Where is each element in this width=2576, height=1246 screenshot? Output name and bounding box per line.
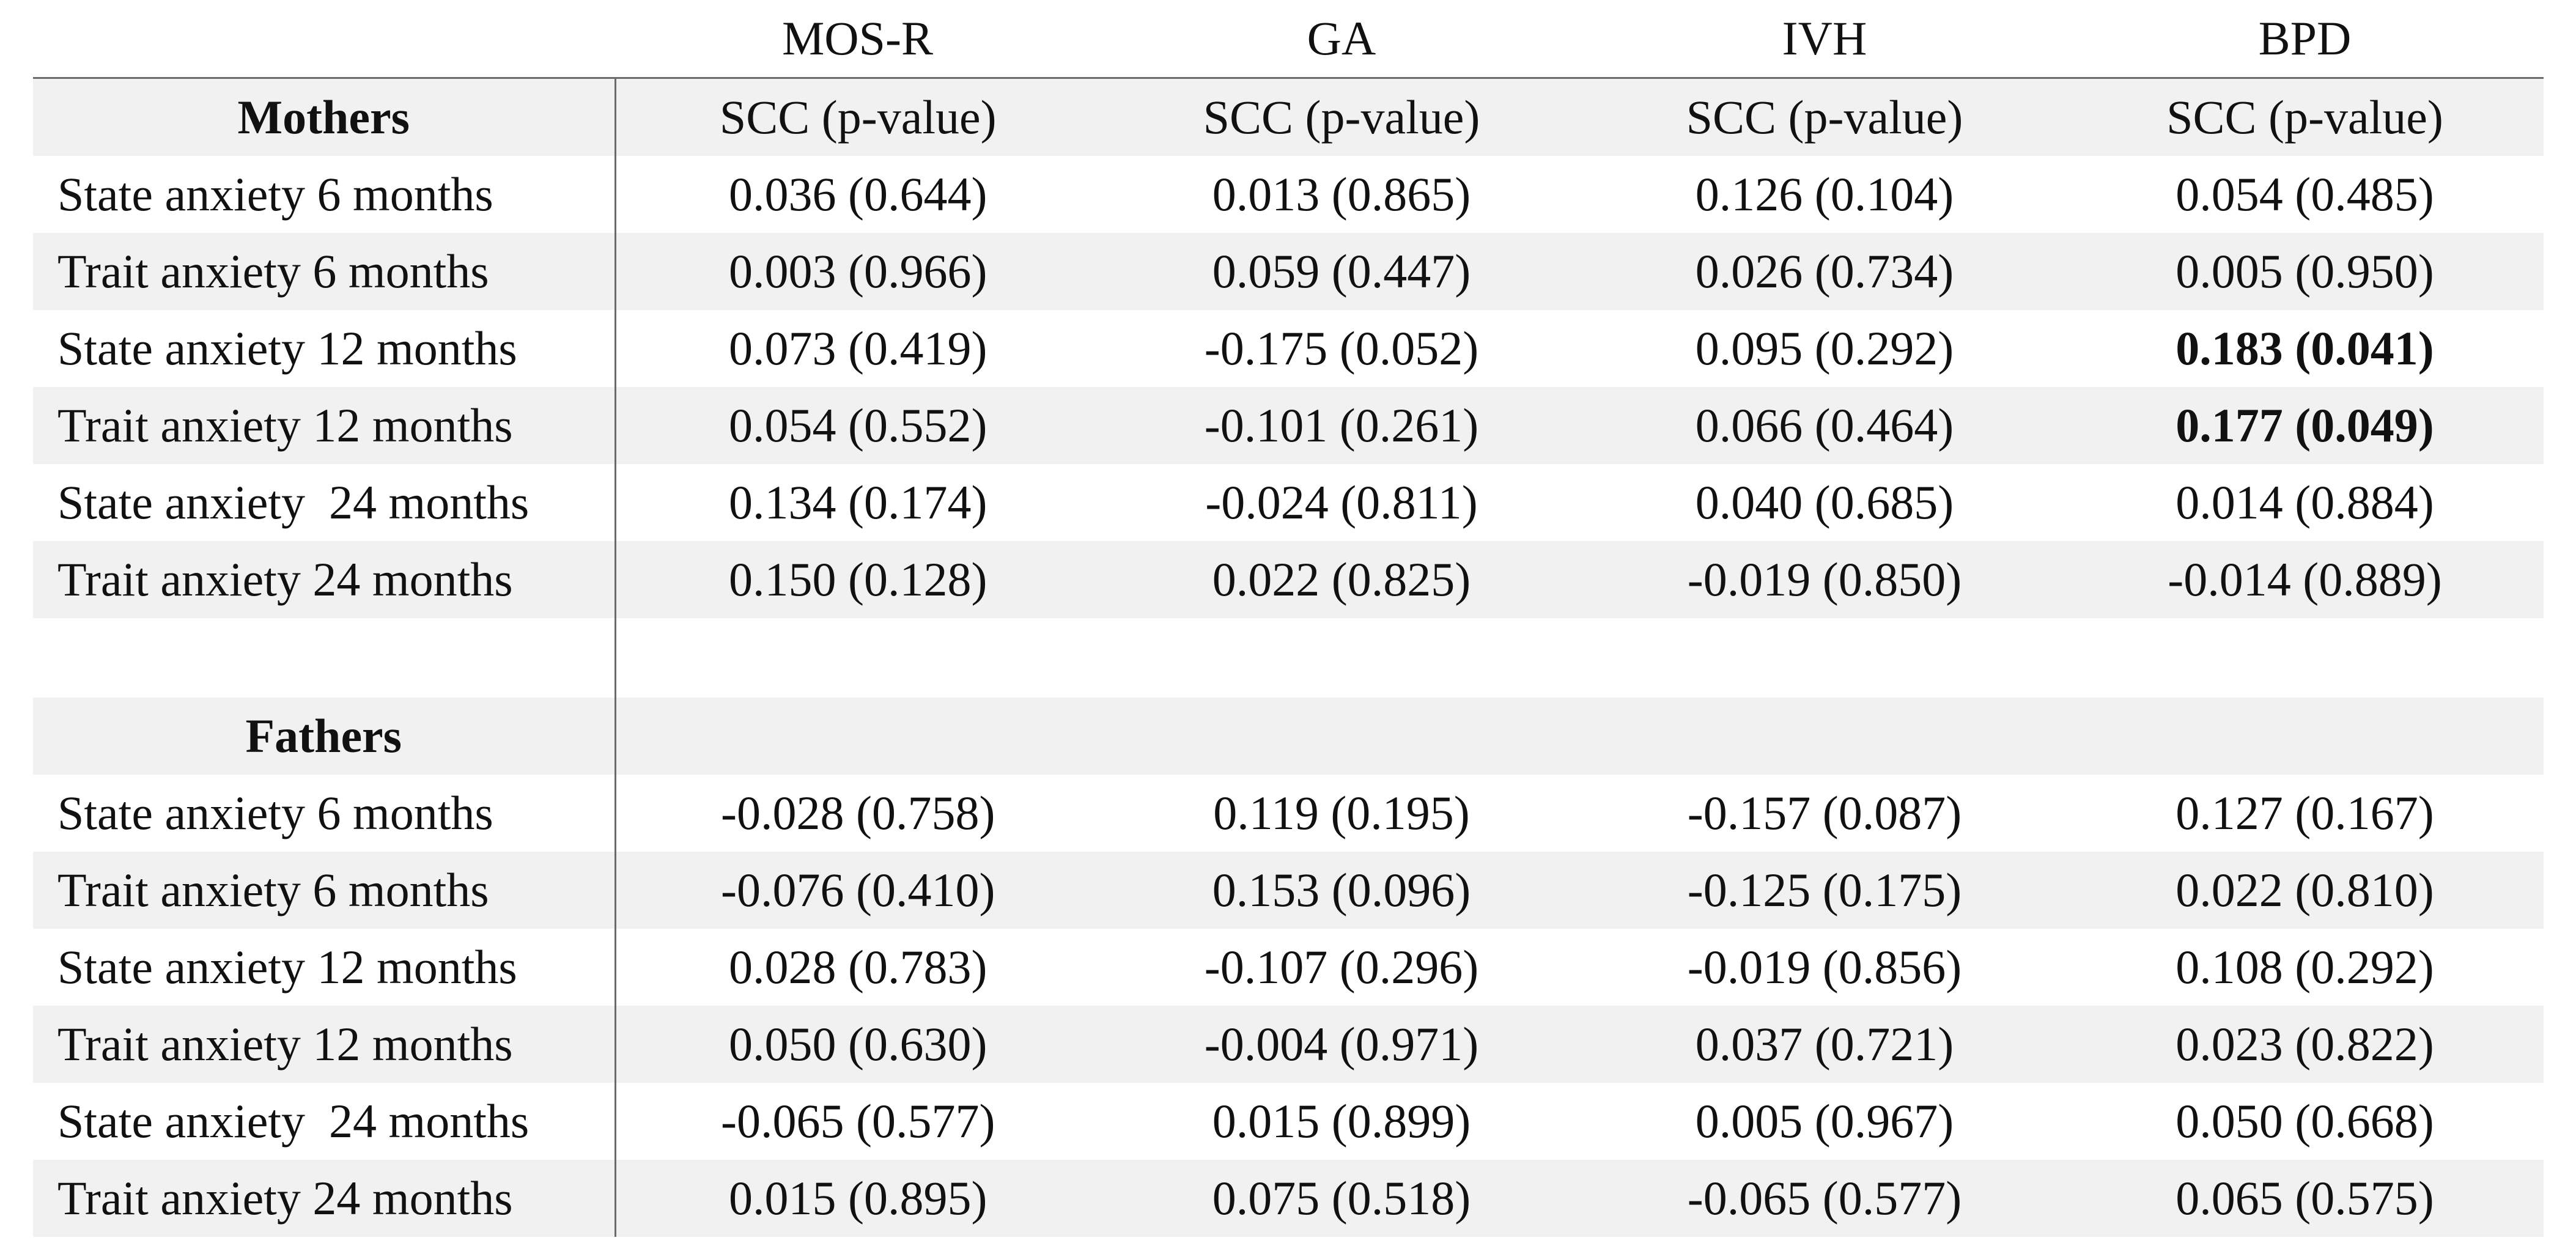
value-cell-bpd: 0.050 (0.668)	[2176, 1094, 2434, 1148]
value-cell-ga: -0.004 (0.971)	[1100, 1006, 1583, 1083]
value-cell-ga: -0.107 (0.296)	[1204, 940, 1479, 993]
value-cell-bpd: 0.014 (0.884)	[2176, 476, 2434, 529]
value-cell-bpd: 0.005 (0.950)	[2066, 233, 2544, 310]
group-label-fathers: Fathers	[33, 698, 616, 775]
row-label: State anxiety 24 months	[33, 1083, 616, 1160]
row-label: State anxiety 24 months	[33, 464, 616, 541]
table-row: State anxiety 12 months 0.028 (0.783) -0.1…	[33, 929, 2544, 1006]
column-header-ivh: IVH	[1583, 0, 2066, 79]
subheader-ivh: SCC (p-value)	[1583, 78, 2066, 156]
value-cell-ivh: 0.126 (0.104)	[1695, 168, 1954, 221]
value-cell-ga: -0.175 (0.052)	[1204, 322, 1479, 375]
value-cell-ivh: 0.095 (0.292)	[1695, 322, 1954, 375]
row-label: State anxiety 6 months	[33, 156, 616, 233]
row-label: State anxiety 12 months	[33, 310, 616, 387]
value-cell-ivh: -0.019 (0.850)	[1583, 541, 2066, 618]
correlation-table: MOS-R GA IVH BPD Mothers SCC (p-value) SCC…	[33, 0, 2544, 1237]
table-row: State anxiety 6 months 0.036 (0.644) 0.013…	[33, 156, 2544, 233]
group-label-mothers: Mothers	[33, 78, 616, 156]
value-cell-ga: 0.119 (0.195)	[1213, 786, 1470, 839]
value-cell-ga: 0.013 (0.865)	[1212, 168, 1471, 221]
row-label: Trait anxiety 12 months	[33, 387, 616, 464]
group-spacer-row	[33, 618, 2544, 698]
value-cell-ga: 0.022 (0.825)	[1100, 541, 1583, 618]
empty-cell	[615, 698, 1100, 775]
table-row: State anxiety 12 months 0.073 (0.419) -0.1…	[33, 310, 2544, 387]
value-cell-mos-r: 0.028 (0.783)	[729, 940, 987, 993]
row-label: State anxiety 12 months	[33, 929, 616, 1006]
value-cell-ivh: 0.040 (0.685)	[1695, 476, 1954, 529]
value-cell-ivh: -0.019 (0.856)	[1687, 940, 1962, 993]
subheader-ga: SCC (p-value)	[1100, 78, 1583, 156]
column-header-mos-r: MOS-R	[615, 0, 1100, 79]
table-row: Trait anxiety 12 months 0.050 (0.630) -0.0…	[33, 1006, 2544, 1083]
corner-cell	[33, 0, 615, 79]
value-cell-mos-r: 0.150 (0.128)	[615, 541, 1100, 618]
value-cell-mos-r: -0.076 (0.410)	[615, 852, 1100, 929]
subheader-mos-r: SCC (p-value)	[615, 78, 1100, 156]
value-cell-mos-r: 0.015 (0.895)	[615, 1160, 1100, 1237]
value-cell-bpd: -0.014 (0.889)	[2066, 541, 2544, 618]
spacer-cell	[33, 618, 616, 698]
value-cell-ivh: 0.037 (0.721)	[1583, 1006, 2066, 1083]
value-cell-bpd: 0.023 (0.822)	[2066, 1006, 2544, 1083]
spacer-cell	[615, 618, 1100, 698]
row-label: State anxiety 6 months	[33, 775, 616, 852]
value-cell-ga: -0.024 (0.811)	[1205, 476, 1478, 529]
value-cell-ivh: -0.157 (0.087)	[1687, 786, 1962, 839]
row-label: Trait anxiety 24 months	[33, 1160, 616, 1237]
value-cell-bpd: 0.127 (0.167)	[2176, 786, 2434, 839]
value-cell-ga: 0.153 (0.096)	[1100, 852, 1583, 929]
value-cell-mos-r: 0.050 (0.630)	[615, 1006, 1100, 1083]
table-row: State anxiety 24 months -0.065 (0.577) 0.0…	[33, 1083, 2544, 1160]
value-cell-ga: 0.059 (0.447)	[1100, 233, 1583, 310]
value-cell-ivh: -0.065 (0.577)	[1583, 1160, 2066, 1237]
empty-cell	[1583, 698, 2066, 775]
spacer-cell	[1100, 618, 1583, 698]
column-header-ga: GA	[1100, 0, 1583, 79]
spacer-cell	[1583, 618, 2066, 698]
table-row: Trait anxiety 24 months 0.015 (0.895) 0.07…	[33, 1160, 2544, 1237]
table-row: State anxiety 6 months -0.028 (0.758) 0.11…	[33, 775, 2544, 852]
table-body: MOS-R GA IVH BPD Mothers SCC (p-value) SCC…	[33, 0, 2544, 1237]
value-cell-ivh: 0.026 (0.734)	[1583, 233, 2066, 310]
table-row: Trait anxiety 12 months 0.054 (0.552) -0.1…	[33, 387, 2544, 464]
table-row: Trait anxiety 6 months -0.076 (0.410) 0.15…	[33, 852, 2544, 929]
value-cell-bpd: 0.022 (0.810)	[2066, 852, 2544, 929]
value-cell-bpd: 0.065 (0.575)	[2066, 1160, 2544, 1237]
group-header-row-fathers: Fathers	[33, 698, 2544, 775]
value-cell-mos-r: 0.134 (0.174)	[729, 476, 987, 529]
table-row: State anxiety 24 months 0.134 (0.174) -0.0…	[33, 464, 2544, 541]
value-cell-mos-r: 0.073 (0.419)	[729, 322, 987, 375]
value-cell-ivh: -0.125 (0.175)	[1583, 852, 2066, 929]
value-cell-mos-r: -0.028 (0.758)	[721, 786, 995, 839]
value-cell-mos-r: -0.065 (0.577)	[721, 1094, 995, 1148]
group-header-row-mothers: Mothers SCC (p-value) SCC (p-value) SCC (p-…	[33, 78, 2544, 156]
value-cell-bpd: 0.177 (0.049)	[2066, 387, 2544, 464]
column-header-row: MOS-R GA IVH BPD	[33, 0, 2544, 79]
value-cell-ga: 0.075 (0.518)	[1100, 1160, 1583, 1237]
subheader-bpd: SCC (p-value)	[2066, 78, 2544, 156]
empty-cell	[2066, 698, 2544, 775]
value-cell-ivh: 0.066 (0.464)	[1583, 387, 2066, 464]
value-cell-bpd: 0.183 (0.041)	[2176, 322, 2434, 375]
value-cell-ga: -0.101 (0.261)	[1100, 387, 1583, 464]
value-cell-mos-r: 0.054 (0.552)	[615, 387, 1100, 464]
empty-cell	[1100, 698, 1583, 775]
column-header-bpd: BPD	[2066, 0, 2544, 79]
value-cell-bpd: 0.054 (0.485)	[2176, 168, 2434, 221]
table-row: Trait anxiety 6 months 0.003 (0.966) 0.059…	[33, 233, 2544, 310]
spacer-cell	[2066, 618, 2544, 698]
row-label: Trait anxiety 6 months	[33, 233, 616, 310]
value-cell-mos-r: 0.036 (0.644)	[729, 168, 987, 221]
value-cell-ivh: 0.005 (0.967)	[1695, 1094, 1954, 1148]
value-cell-bpd: 0.108 (0.292)	[2176, 940, 2434, 993]
row-label: Trait anxiety 12 months	[33, 1006, 616, 1083]
row-label: Trait anxiety 24 months	[33, 541, 616, 618]
row-label: Trait anxiety 6 months	[33, 852, 616, 929]
value-cell-mos-r: 0.003 (0.966)	[615, 233, 1100, 310]
value-cell-ga: 0.015 (0.899)	[1212, 1094, 1471, 1148]
table-row: Trait anxiety 24 months 0.150 (0.128) 0.02…	[33, 541, 2544, 618]
